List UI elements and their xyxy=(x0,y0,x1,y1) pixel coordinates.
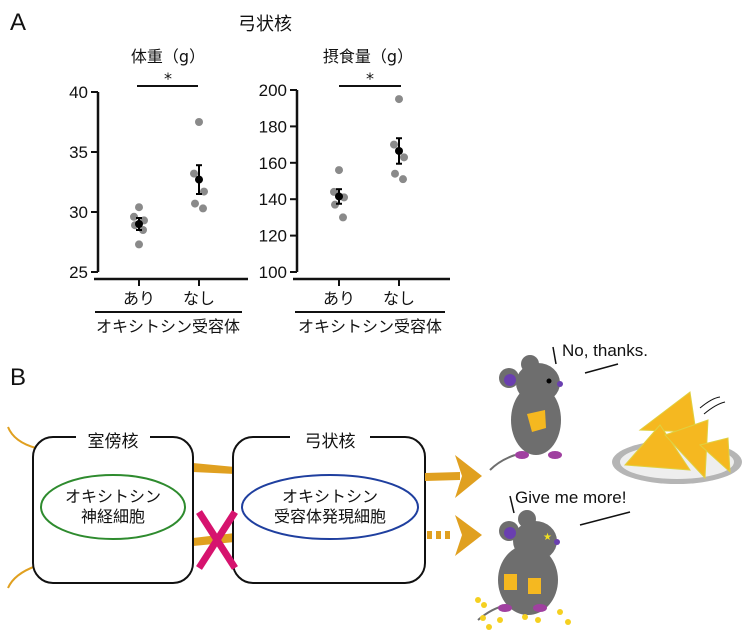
data-point xyxy=(339,213,347,222)
arc-cell-line2: 受容体発現細胞 xyxy=(274,507,386,526)
significance-star: * xyxy=(164,69,172,88)
svg-text:★: ★ xyxy=(543,532,552,543)
chart-body-weight: 体重（g） * あり なし オキシトシン受容体 25 30 35 40 xyxy=(69,47,248,336)
arc-cell-line1: オキシトシン xyxy=(282,487,378,506)
data-point xyxy=(395,95,403,104)
data-point xyxy=(130,212,138,221)
y-tick-label: 120 xyxy=(259,227,287,246)
chart-title: 摂食量（g） xyxy=(323,47,413,66)
panel-label-a: A xyxy=(10,9,26,36)
pvn-cell-line2: 神経細胞 xyxy=(81,507,145,526)
cross-mark-icon xyxy=(196,510,238,570)
y-tick-label: 35 xyxy=(69,143,88,162)
input-fiber xyxy=(7,426,37,449)
figure-title: 弓状核 xyxy=(238,14,292,35)
mean-point xyxy=(335,192,343,201)
y-tick-label: 140 xyxy=(259,190,287,209)
mouse-hungry-icon: ★ xyxy=(475,510,571,630)
x-tick-label: なし xyxy=(183,289,215,308)
input-fiber xyxy=(7,565,37,589)
x-tick-label: あり xyxy=(123,289,155,308)
y-tick-label: 100 xyxy=(259,263,287,282)
speech-no-thanks: No, thanks. xyxy=(562,341,648,360)
arc-label: 弓状核 xyxy=(305,432,356,452)
data-point xyxy=(191,199,199,208)
mean-point xyxy=(195,175,203,184)
data-point xyxy=(335,166,343,175)
data-point xyxy=(400,153,408,162)
y-tick-label: 180 xyxy=(259,117,287,136)
cheese-plate-icon xyxy=(612,391,742,484)
chart-food-intake: 摂食量（g） * あり なし オキシトシン受容体 100 120 140 160 180… xyxy=(259,47,450,336)
panel-label-b: B xyxy=(10,364,26,391)
y-tick-label: 160 xyxy=(259,154,287,173)
x-tick-label: なし xyxy=(383,289,415,308)
data-point xyxy=(135,240,143,249)
arrow-solid-icon xyxy=(425,455,482,498)
group-label: オキシトシン受容体 xyxy=(298,317,442,336)
y-tick-label: 40 xyxy=(69,83,88,102)
data-point xyxy=(199,204,207,213)
oxytocin-neuron-ellipse xyxy=(40,474,186,540)
mouse-full-icon xyxy=(489,355,563,471)
data-point xyxy=(390,140,398,149)
pvn-label: 室傍核 xyxy=(88,432,139,452)
mean-point xyxy=(135,220,143,228)
y-tick-label: 25 xyxy=(69,263,88,282)
mean-point xyxy=(395,146,403,155)
data-point xyxy=(391,169,399,178)
data-point xyxy=(195,118,203,126)
data-point xyxy=(331,200,339,209)
pvn-cell-line1: オキシトシン xyxy=(65,487,161,506)
data-point xyxy=(399,175,407,184)
receptor-cell-ellipse xyxy=(241,474,419,540)
x-tick-label: あり xyxy=(323,289,355,308)
speech-give-me-more: Give me more! xyxy=(515,488,626,507)
data-point xyxy=(135,203,143,212)
arrow-dashed-icon xyxy=(427,515,482,556)
data-point xyxy=(139,226,147,234)
group-label: オキシトシン受容体 xyxy=(96,317,240,336)
data-point xyxy=(190,169,198,178)
y-tick-label: 30 xyxy=(69,203,88,222)
y-tick-label: 200 xyxy=(259,81,287,100)
chart-title: 体重（g） xyxy=(131,47,205,66)
projection-band-top xyxy=(193,463,235,474)
significance-star: * xyxy=(366,69,374,88)
